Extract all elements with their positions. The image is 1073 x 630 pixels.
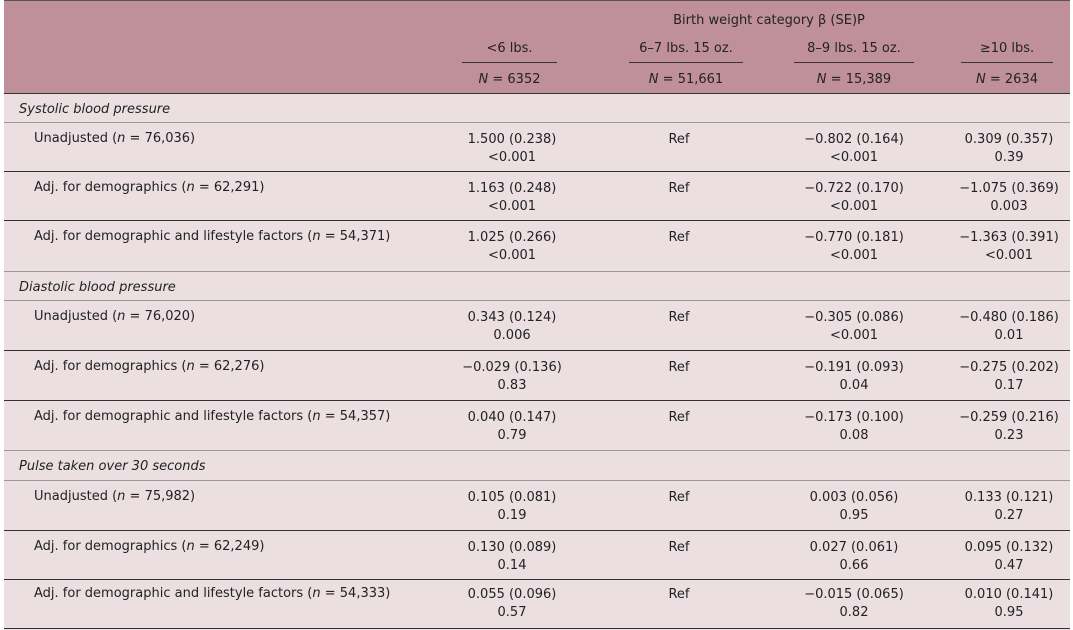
table-row: Unadjusted (n = 76,036) 1.500 (0.238) <0.… [4,122,1070,172]
cell-10-plus: −1.363 (0.391) <0.001 [959,230,1059,263]
column-header-6-7: 6–7 lbs. 15 oz. N = 51,661 [629,41,743,87]
cell-8-9: −0.770 (0.181) <0.001 [804,230,904,263]
column-header-under-6: <6 lbs. N = 6352 [462,41,557,87]
table-row: Adj. for demographic and lifestyle facto… [4,579,1070,628]
cell-6-7: Ref [668,310,690,325]
column-label: <6 lbs. [462,41,557,63]
table-row: Adj. for demographics (n = 62,249) 0.130… [4,530,1070,580]
table-row: Unadjusted (n = 75,982) 0.105 (0.081) 0.1… [4,480,1070,531]
column-n: N = 15,389 [816,72,892,87]
cell-6-7: Ref [668,132,690,147]
column-n: N = 2634 [976,72,1038,87]
row-label: Unadjusted (n = 75,982) [34,489,196,504]
cell-6-7: Ref [668,230,690,245]
cell-6-7: Ref [668,540,690,555]
cell-6-7: Ref [668,360,690,375]
section-title: Diastolic blood pressure [19,280,176,295]
table-row: Unadjusted (n = 76,020) 0.343 (0.124) 0.0… [4,300,1070,351]
cell-under-6: 0.343 (0.124) 0.006 [467,310,557,343]
table-row: Adj. for demographic and lifestyle facto… [4,220,1070,272]
row-label: Adj. for demographics (n = 62,249) [34,539,265,554]
cell-under-6: 0.055 (0.096) 0.57 [467,587,557,620]
column-header-8-9: 8–9 lbs. 15 oz. N = 15,389 [794,41,914,87]
section-title: Systolic blood pressure [19,102,171,117]
column-label: 8–9 lbs. 15 oz. [794,41,914,63]
row-label: Adj. for demographics (n = 62,276) [34,359,265,374]
row-label: Adj. for demographics (n = 62,291) [34,180,265,195]
cell-under-6: 1.500 (0.238) <0.001 [467,132,557,165]
cell-6-7: Ref [668,181,690,196]
cell-6-7: Ref [668,587,690,602]
cell-8-9: −0.173 (0.100) 0.08 [804,410,904,443]
row-label: Adj. for demographic and lifestyle facto… [34,409,391,424]
cell-8-9: −0.802 (0.164) <0.001 [804,132,904,165]
cell-under-6: 0.040 (0.147) 0.79 [467,410,557,443]
cell-10-plus: 0.309 (0.357) 0.39 [964,132,1054,165]
section-row-pulse: Pulse taken over 30 seconds [4,450,1070,481]
row-label: Adj. for demographic and lifestyle facto… [34,586,391,601]
column-n: N = 51,661 [648,72,724,87]
cell-6-7: Ref [668,490,690,505]
bottom-rule [4,628,1070,629]
section-row-systolic: Systolic blood pressure [4,93,1070,123]
table-header: Birth weight category β (SE)P <6 lbs. N … [4,0,1070,94]
row-label: Unadjusted (n = 76,020) [34,309,196,324]
cell-6-7: Ref [668,410,690,425]
cell-under-6: 1.025 (0.266) <0.001 [467,230,557,263]
cell-10-plus: −0.480 (0.186) 0.01 [959,310,1059,343]
cell-10-plus: −1.075 (0.369) 0.003 [959,181,1059,214]
cell-under-6: 0.130 (0.089) 0.14 [467,540,557,573]
cell-under-6: −0.029 (0.136) 0.83 [462,360,562,393]
row-label: Unadjusted (n = 76,036) [34,131,196,146]
table-row: Adj. for demographics (n = 62,276) −0.02… [4,350,1070,401]
cell-8-9: 0.003 (0.056) 0.95 [809,490,899,523]
cell-8-9: −0.191 (0.093) 0.04 [804,360,904,393]
column-label: ≥10 lbs. [961,41,1053,63]
cell-8-9: −0.722 (0.170) <0.001 [804,181,904,214]
cell-8-9: −0.305 (0.086) <0.001 [804,310,904,343]
section-title: Pulse taken over 30 seconds [19,459,206,474]
cell-8-9: 0.027 (0.061) 0.66 [809,540,899,573]
column-n: N = 6352 [478,72,541,87]
cell-under-6: 1.163 (0.248) <0.001 [467,181,557,214]
cell-10-plus: −0.275 (0.202) 0.17 [959,360,1059,393]
table-row: Adj. for demographic and lifestyle facto… [4,400,1070,451]
cell-10-plus: 0.133 (0.121) 0.27 [964,490,1054,523]
cell-10-plus: 0.095 (0.132) 0.47 [964,540,1054,573]
cell-under-6: 0.105 (0.081) 0.19 [467,490,557,523]
cell-10-plus: −0.259 (0.216) 0.23 [959,410,1059,443]
column-header-10-plus: ≥10 lbs. N = 2634 [961,41,1053,87]
row-label: Adj. for demographic and lifestyle facto… [34,229,391,244]
results-table: Birth weight category β (SE)P <6 lbs. N … [4,0,1070,630]
cell-8-9: −0.015 (0.065) 0.82 [804,587,904,620]
header-title: Birth weight category β (SE)P [673,13,865,28]
section-row-diastolic: Diastolic blood pressure [4,271,1070,301]
cell-10-plus: 0.010 (0.141) 0.95 [964,587,1054,620]
table-row: Adj. for demographics (n = 62,291) 1.163… [4,171,1070,221]
column-label: 6–7 lbs. 15 oz. [629,41,743,63]
